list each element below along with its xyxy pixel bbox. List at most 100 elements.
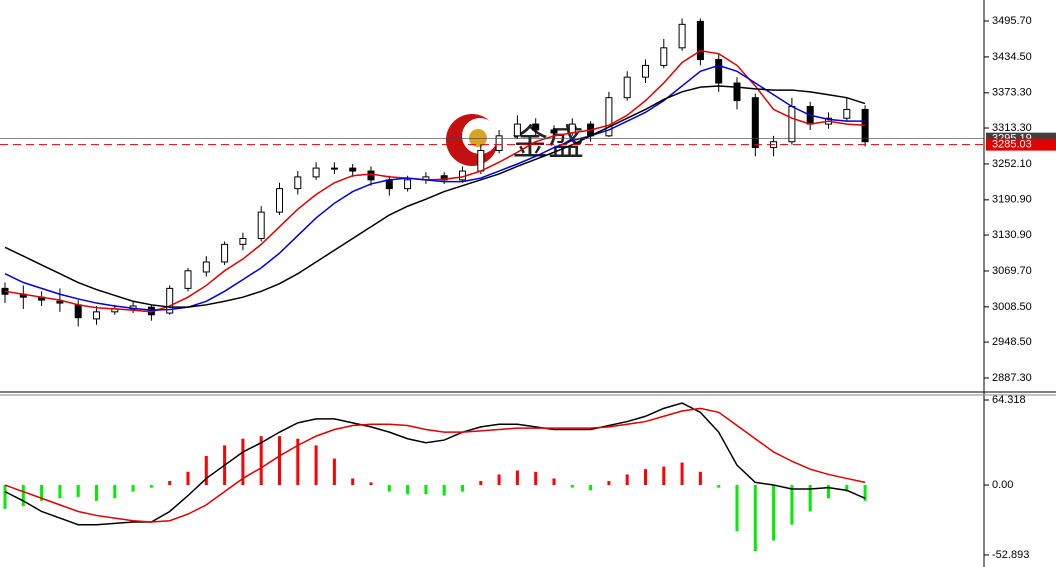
candle-body <box>459 170 466 181</box>
candle-body <box>642 64 649 78</box>
price-label: 3285.03 <box>992 139 1032 151</box>
histogram-bar <box>442 485 446 496</box>
candle-body <box>495 135 503 151</box>
histogram-bar <box>515 470 519 486</box>
candle-body <box>294 176 302 190</box>
histogram-bar <box>21 485 25 507</box>
candle-body <box>843 108 851 119</box>
watermark: 金盛 <box>446 114 584 166</box>
candle-body <box>74 304 82 319</box>
histogram-bar <box>570 485 574 488</box>
candle-body <box>513 123 521 137</box>
indicator-line <box>4 407 866 523</box>
histogram-bar <box>406 485 410 495</box>
indicator-line <box>4 49 866 313</box>
histogram-bar <box>607 481 611 486</box>
histogram-bar <box>58 485 62 499</box>
histogram-bar <box>790 485 794 525</box>
price-label-box <box>986 138 1056 151</box>
histogram-bar <box>149 485 153 488</box>
histogram-bar <box>644 469 647 486</box>
histogram-bar <box>863 485 867 501</box>
y-tick-label: 3373.30 <box>992 87 1032 99</box>
indicator-line <box>4 64 866 311</box>
histogram-bar <box>351 478 355 486</box>
candle-body <box>733 82 741 102</box>
candle-body <box>788 105 796 143</box>
histogram-bar <box>552 478 556 486</box>
candle-body <box>696 20 704 61</box>
candle-body <box>349 167 357 172</box>
candle-body <box>93 311 100 320</box>
candle-body <box>385 179 393 190</box>
y-tick-label: 3434.50 <box>992 51 1032 63</box>
histogram-bar <box>753 485 757 552</box>
histogram-bar <box>845 485 849 492</box>
histogram-bar <box>662 466 666 486</box>
candle-body <box>715 59 723 84</box>
histogram-bar <box>278 436 281 486</box>
histogram-bar <box>717 485 721 488</box>
y-tick-label: 3313.30 <box>992 122 1032 134</box>
y-tick-label: 2887.30 <box>992 372 1032 384</box>
candle-body <box>404 179 412 190</box>
candle-body <box>257 211 265 240</box>
y-tick-label: 64.318 <box>992 394 1026 406</box>
histogram-bar <box>168 481 172 486</box>
candle-body <box>605 97 613 137</box>
candle-body <box>239 238 247 245</box>
logo <box>469 129 487 147</box>
histogram-bar <box>479 481 483 486</box>
histogram-bar <box>369 482 373 486</box>
histogram-bar <box>296 438 300 486</box>
candle-body <box>330 167 338 170</box>
y-tick-label: 2948.50 <box>992 336 1032 348</box>
candle-body <box>550 129 558 134</box>
candle-body <box>751 97 759 149</box>
candle-body <box>678 23 686 49</box>
histogram-bar <box>186 471 190 486</box>
histogram-bar <box>387 485 391 492</box>
histogram-bar <box>76 485 80 497</box>
histogram-bar <box>497 474 501 486</box>
candle-body <box>477 149 485 172</box>
candle-body <box>623 76 631 99</box>
indicator-line <box>4 85 866 308</box>
candle-body <box>276 188 283 213</box>
y-tick-label: -52.893 <box>992 549 1029 561</box>
candle-body <box>312 167 320 178</box>
histogram-bar <box>113 485 117 499</box>
histogram-bar <box>772 485 776 541</box>
histogram-bar <box>625 474 629 486</box>
candle-body <box>532 123 540 131</box>
candle-body <box>660 47 668 66</box>
histogram-bar <box>827 485 830 499</box>
histogram-bar <box>3 485 7 509</box>
y-tick-label: 3190.90 <box>992 194 1032 206</box>
histogram-bar <box>204 455 208 486</box>
candle-body <box>221 243 229 263</box>
y-tick-label: 3130.90 <box>992 229 1032 241</box>
y-tick-label: 3495.70 <box>992 15 1032 27</box>
candle-body <box>184 270 192 289</box>
histogram-bar <box>95 485 98 501</box>
histogram-bar <box>314 445 318 486</box>
histogram-bar <box>589 485 593 491</box>
histogram-bar <box>461 485 464 492</box>
histogram-bar <box>259 436 263 486</box>
candle-body <box>367 170 375 181</box>
histogram-bar <box>241 438 245 486</box>
candle-body <box>56 300 64 304</box>
histogram-bar <box>131 485 135 492</box>
histogram-bar <box>40 485 44 501</box>
histogram-bar <box>808 485 812 512</box>
y-tick-label: 3252.10 <box>992 158 1032 170</box>
y-tick-label: 3069.70 <box>992 265 1032 277</box>
histogram-bar <box>735 485 739 532</box>
candle-body <box>166 287 174 314</box>
histogram-bar <box>680 462 684 486</box>
histogram-bar <box>424 485 428 495</box>
y-tick-label: 3008.50 <box>992 301 1032 313</box>
